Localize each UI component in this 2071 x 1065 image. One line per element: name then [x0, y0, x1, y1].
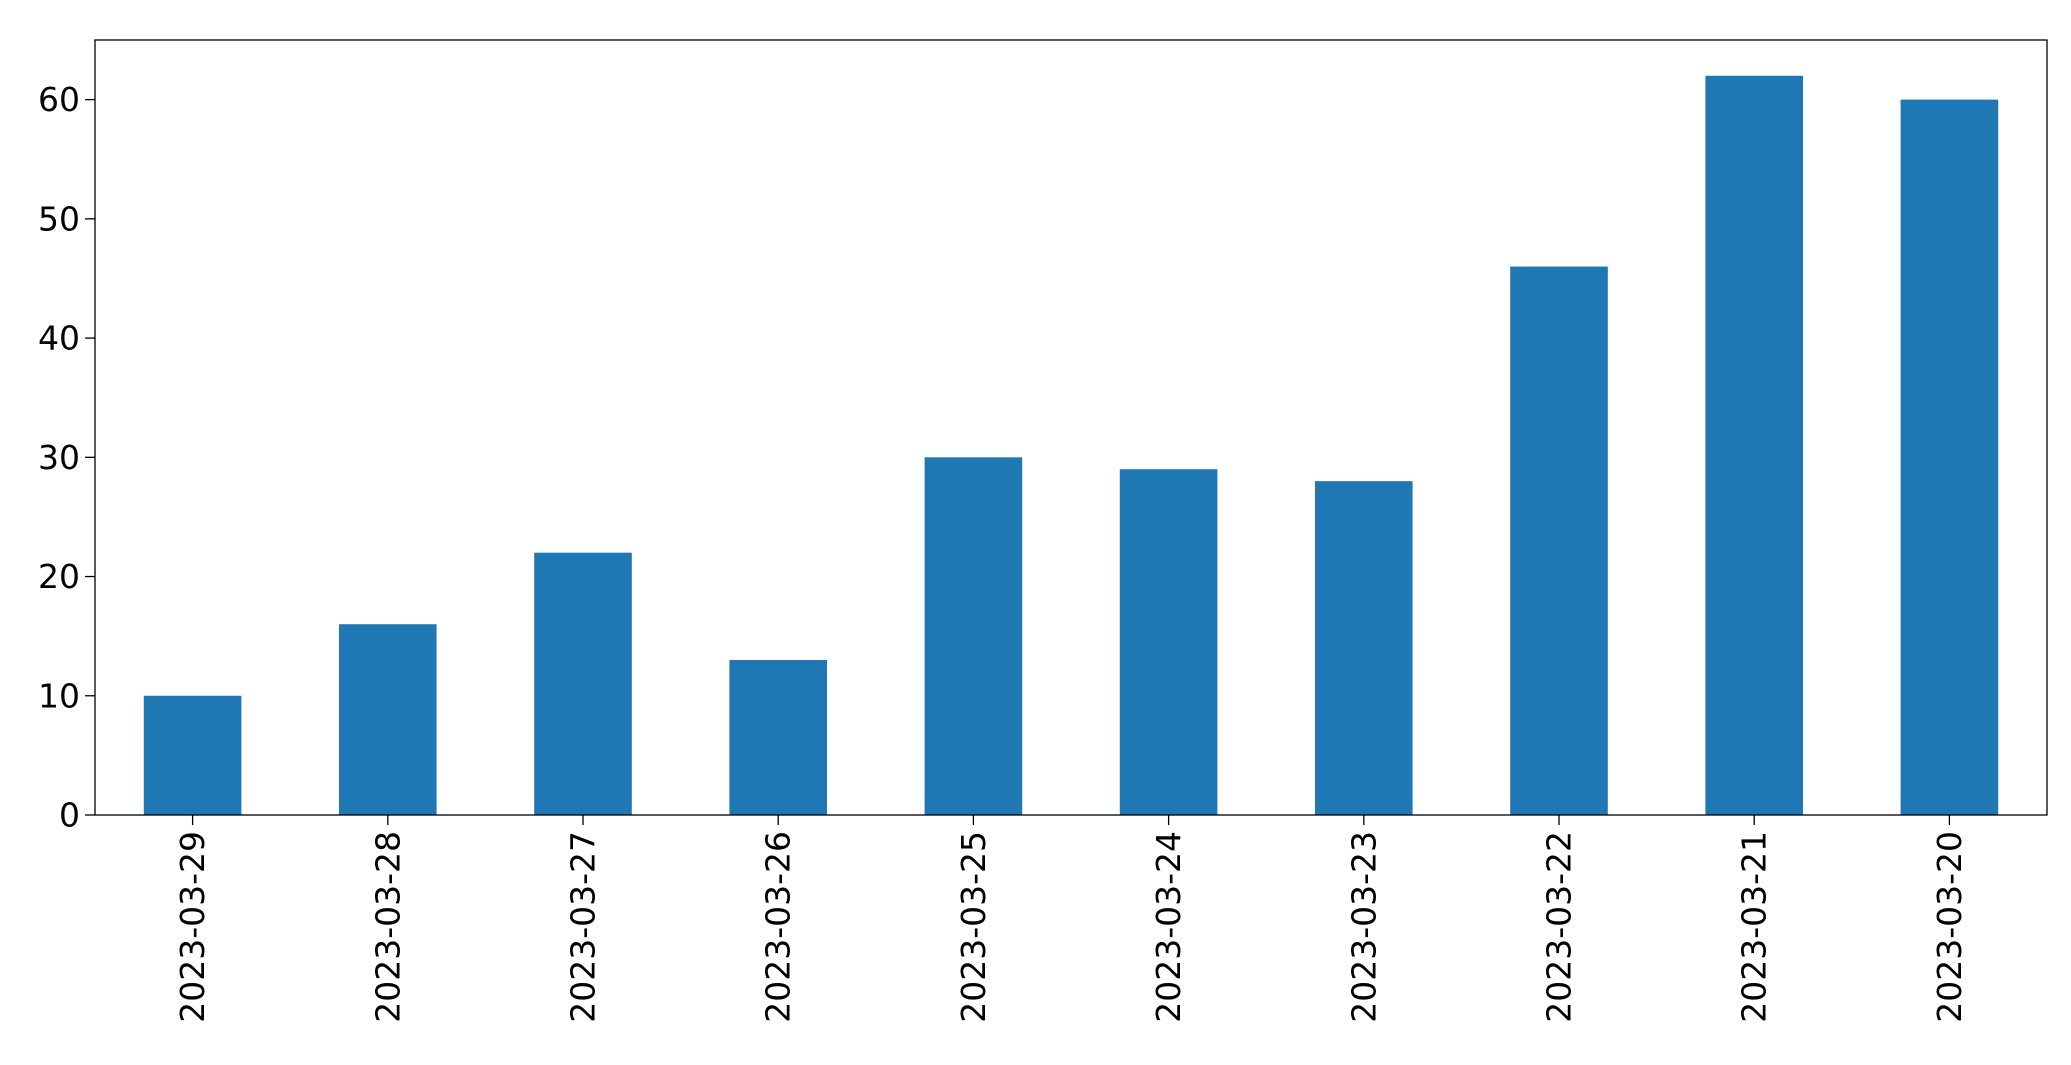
- x-tick-label: 2023-03-26: [759, 831, 798, 1023]
- x-tick-label: 2023-03-24: [1149, 831, 1188, 1023]
- bar-2023-03-27: [534, 552, 632, 815]
- bar-2023-03-22: [1510, 266, 1608, 815]
- plot-frame: [94, 39, 2048, 816]
- x-tick-label: 2023-03-20: [1930, 831, 1969, 1023]
- x-tick-label: 2023-03-23: [1344, 831, 1383, 1023]
- bar-2023-03-26: [729, 660, 827, 815]
- x-tick-label: 2023-03-28: [368, 831, 407, 1023]
- bar-2023-03-29: [143, 695, 242, 815]
- y-tick-label: 20: [38, 557, 80, 596]
- y-tick-label: 40: [38, 319, 80, 358]
- bar-2023-03-24: [1119, 469, 1218, 815]
- bar-2023-03-25: [924, 457, 1023, 815]
- y-tick-label: 0: [59, 796, 80, 835]
- x-axis-ticks: 2023-03-29 2023-03-28 2023-03-27 2023-03-26…: [173, 815, 1969, 1023]
- y-axis-ticks: 0 10 20 30 40 50 60: [38, 80, 95, 835]
- bar-2023-03-21: [1705, 75, 1803, 815]
- y-tick-label: 50: [38, 199, 80, 238]
- bars-layer: [143, 75, 1999, 816]
- bar-2023-03-28: [339, 624, 437, 815]
- x-tick-label: 2023-03-27: [564, 831, 603, 1023]
- x-tick-label: 2023-03-22: [1540, 831, 1579, 1023]
- x-tick-label: 2023-03-21: [1735, 831, 1774, 1023]
- x-tick-label: 2023-03-25: [954, 831, 993, 1023]
- bar-2023-03-20: [1900, 99, 1999, 816]
- y-tick-label: 30: [38, 438, 80, 477]
- y-tick-label: 60: [38, 80, 80, 119]
- y-tick-label: 10: [38, 676, 80, 715]
- bar-2023-03-23: [1315, 481, 1413, 815]
- x-tick-label: 2023-03-29: [173, 831, 212, 1023]
